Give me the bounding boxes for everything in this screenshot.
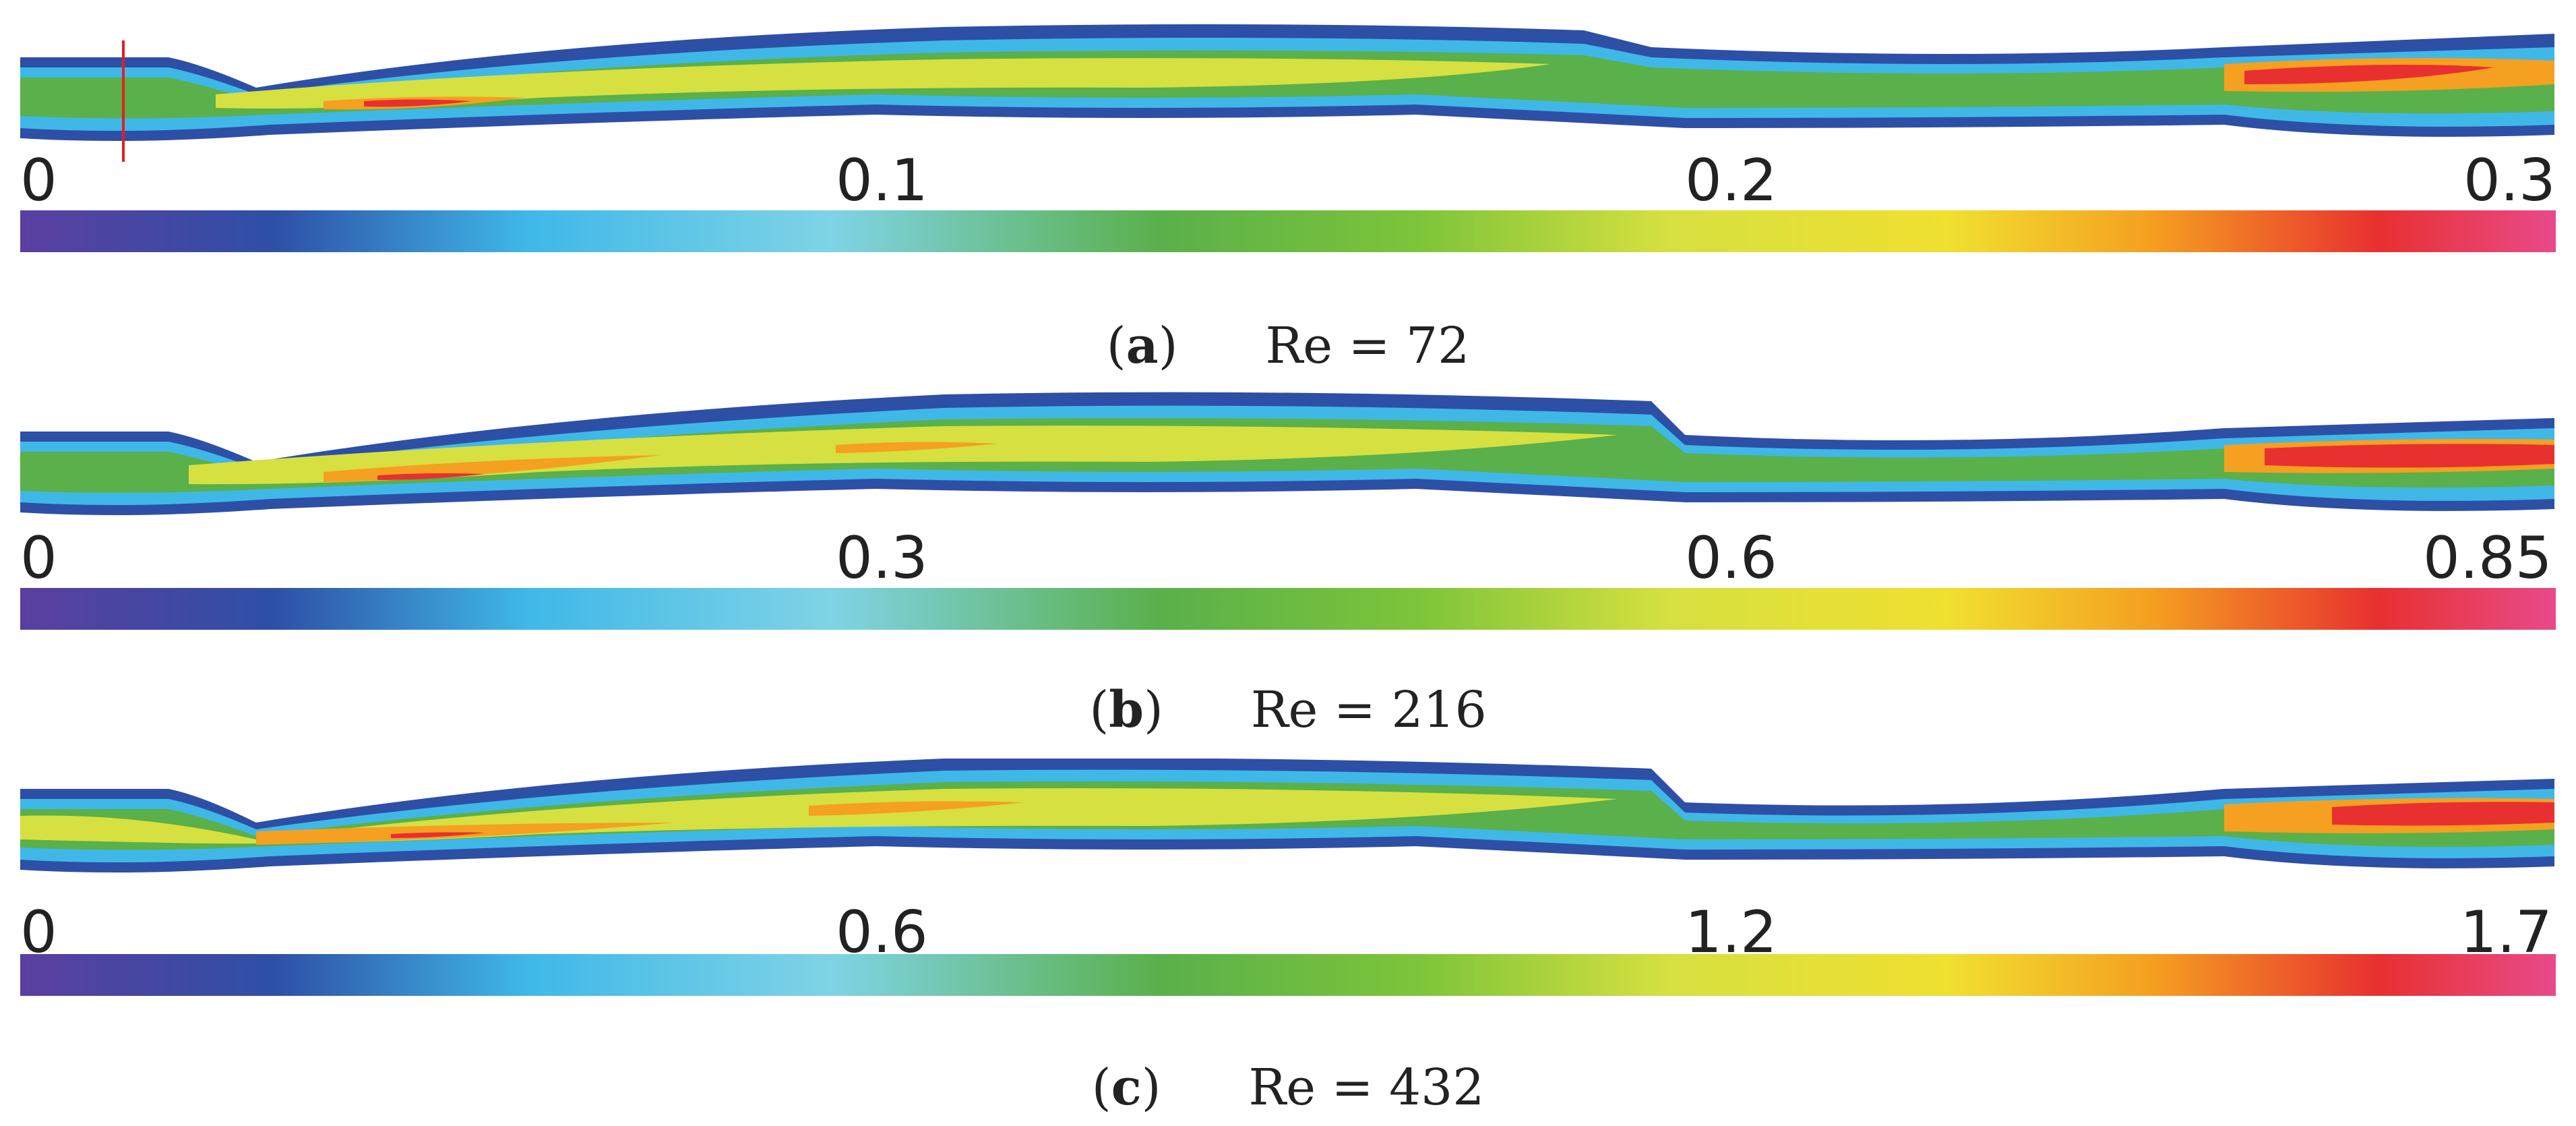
- panel-b: 0 0.3 0.6 0.85 (b) Re = 216: [0, 378, 2576, 742]
- tick-label: 0.6: [1685, 525, 1777, 592]
- caption-re: Re = 72: [1265, 317, 1470, 375]
- tick-label: 0.6: [836, 899, 928, 966]
- caption-letter: c: [1111, 1059, 1142, 1117]
- tick-label: 0.2: [1685, 147, 1777, 214]
- velocity-contour-a: [20, 24, 2554, 162]
- caption-letter: b: [1109, 681, 1144, 739]
- caption-b: (b) Re = 216: [1089, 681, 1487, 739]
- velocity-contour-b: [20, 392, 2554, 515]
- colorbar-b: [20, 588, 2556, 630]
- tick-label: 0.3: [2463, 147, 2556, 214]
- colorbar-c: [20, 954, 2556, 996]
- velocity-contour-c: [20, 759, 2554, 872]
- panel-c: 0 0.6 1.2 1.7 (c) Re = 432: [0, 759, 2576, 1123]
- tick-label: 0.3: [836, 525, 928, 592]
- tick-label: 0: [20, 525, 57, 592]
- tick-label: 0: [20, 147, 57, 214]
- colorbar-a: [20, 210, 2556, 252]
- tick-label: 1.2: [1685, 899, 1777, 966]
- panel-a: 0 0.1 0.2 0.3 (a) Re = 72: [0, 0, 2576, 375]
- caption-re: Re = 216: [1250, 681, 1487, 739]
- tick-label: 0: [20, 899, 57, 966]
- tick-label: 0.1: [836, 147, 928, 214]
- caption-a: (a) Re = 72: [1106, 317, 1470, 375]
- tick-label: 0.85: [2423, 525, 2552, 592]
- caption-re: Re = 432: [1248, 1059, 1485, 1117]
- tick-label: 1.7: [2460, 899, 2552, 966]
- caption-c: (c) Re = 432: [1091, 1059, 1485, 1117]
- caption-letter: a: [1126, 317, 1159, 375]
